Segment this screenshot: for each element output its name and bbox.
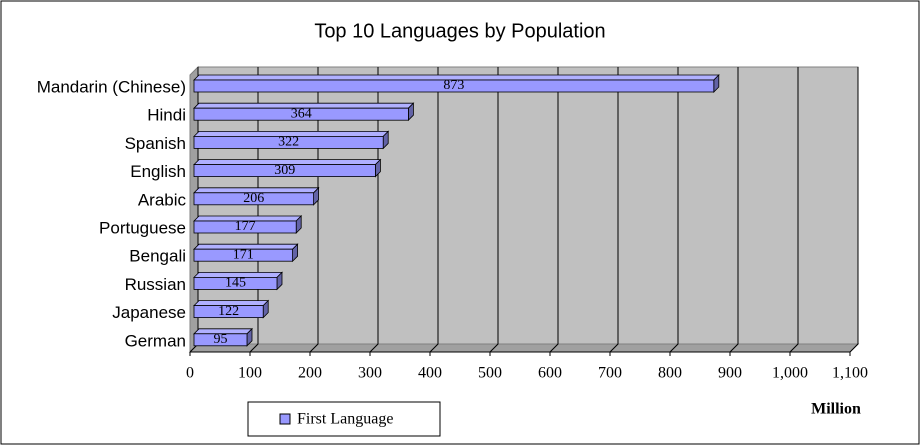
y-tick-label: Portuguese xyxy=(99,218,186,237)
value-label: 171 xyxy=(233,247,254,262)
y-tick-label: Mandarin (Chinese) xyxy=(37,77,186,96)
grid-line xyxy=(729,67,739,353)
x-tick-label: 100 xyxy=(238,365,262,382)
y-tick-label: German xyxy=(125,331,186,350)
y-tick-label: Spanish xyxy=(125,134,186,153)
x-tick-label: 400 xyxy=(418,365,442,382)
bar xyxy=(193,220,297,234)
bar xyxy=(193,164,376,178)
x-tick-label: 1,100 xyxy=(832,365,868,382)
grid-line xyxy=(609,67,619,353)
x-axis-label: Million xyxy=(811,401,861,418)
floor xyxy=(188,343,860,353)
x-tick-label: 500 xyxy=(478,365,502,382)
value-label: 206 xyxy=(243,191,264,206)
grid-line xyxy=(789,67,799,353)
y-tick-label: English xyxy=(130,162,186,181)
y-tick-label: Bengali xyxy=(129,247,186,266)
x-tick-label: 800 xyxy=(658,365,682,382)
bar xyxy=(193,276,278,290)
x-tick-label: 200 xyxy=(298,365,322,382)
value-label: 322 xyxy=(278,135,299,150)
value-label: 364 xyxy=(291,106,312,121)
value-label: 309 xyxy=(274,163,295,178)
legend-label: First Language xyxy=(297,411,393,428)
value-label: 177 xyxy=(235,219,256,234)
grid-line xyxy=(429,67,439,353)
grid-line xyxy=(669,67,679,353)
x-tick-label: 600 xyxy=(538,365,562,382)
chart-title: Top 10 Languages by Population xyxy=(314,20,605,42)
bar xyxy=(193,305,264,319)
y-tick-label: Arabic xyxy=(138,190,187,209)
x-tick-label: 0 xyxy=(186,365,194,382)
bar xyxy=(193,192,314,206)
value-label: 122 xyxy=(218,304,239,319)
grid-line xyxy=(849,67,859,353)
bar xyxy=(193,135,384,149)
bar xyxy=(193,248,293,262)
bar xyxy=(193,107,409,121)
grid-line xyxy=(549,67,559,353)
value-label: 145 xyxy=(225,276,246,291)
legend-swatch xyxy=(279,413,291,425)
y-tick-label: Japanese xyxy=(112,303,186,322)
x-tick-label: 300 xyxy=(358,365,382,382)
x-tick-label: 1,000 xyxy=(772,365,808,382)
value-label: 95 xyxy=(214,332,228,347)
value-label: 873 xyxy=(443,78,464,93)
y-tick-label: Russian xyxy=(125,275,186,294)
y-tick-label: Hindi xyxy=(147,106,186,125)
x-tick-label: 700 xyxy=(598,365,622,382)
bar xyxy=(193,333,248,347)
bar xyxy=(193,79,715,93)
x-tick-label: 900 xyxy=(718,365,742,382)
grid-line xyxy=(489,67,499,353)
legend: First Language xyxy=(247,401,441,437)
